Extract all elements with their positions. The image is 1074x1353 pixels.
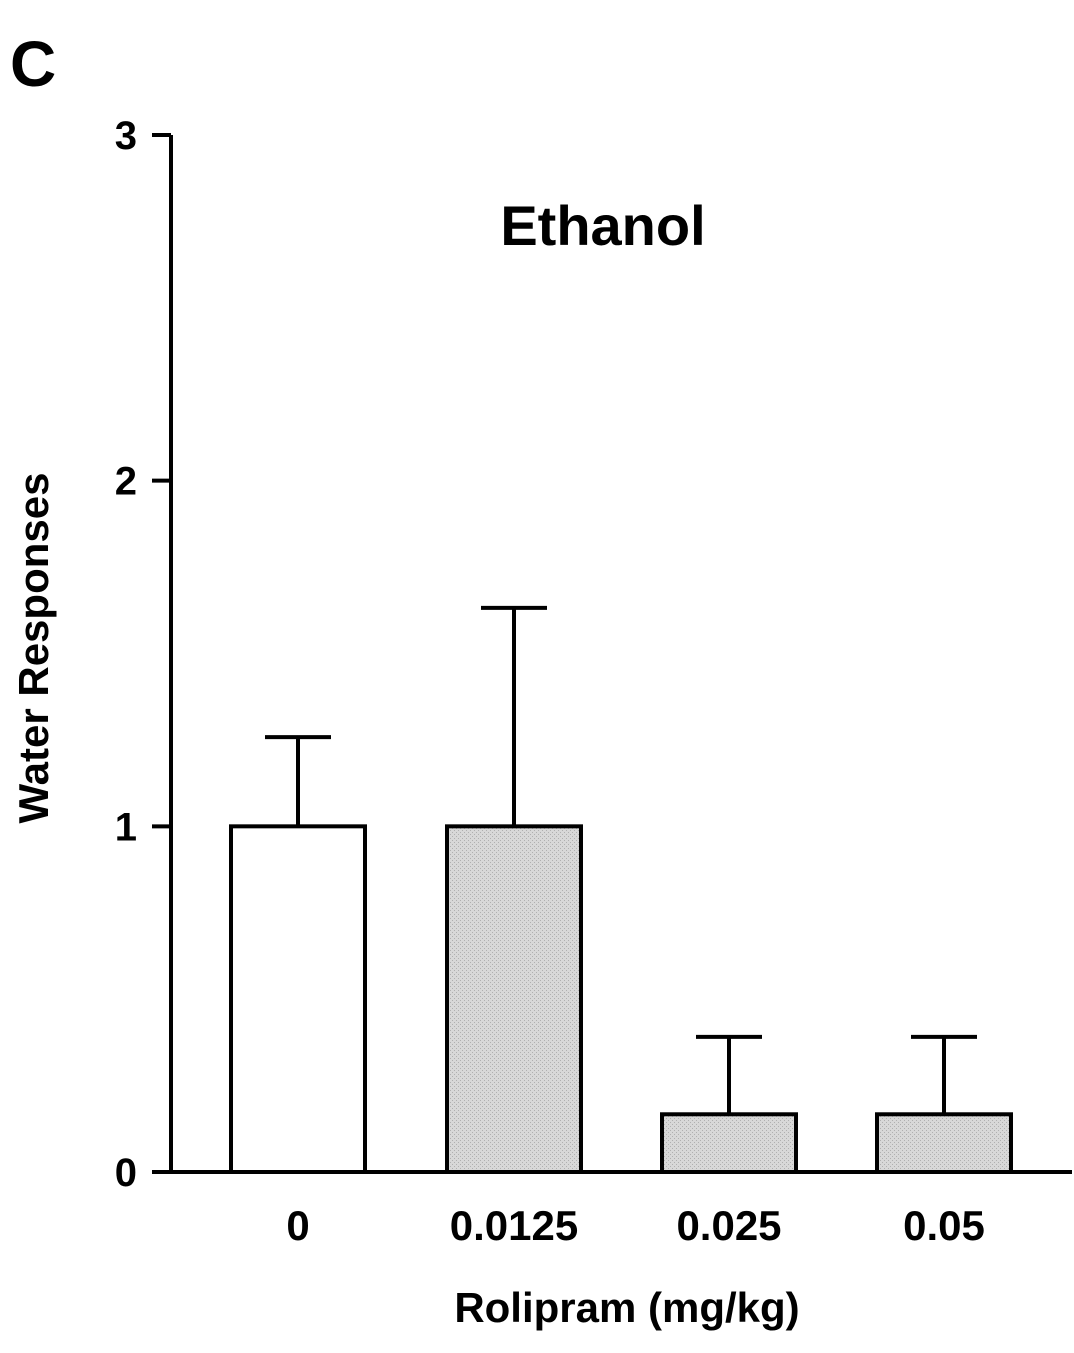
y-axis-ticks: 0 1 2 3 <box>115 114 171 1195</box>
x-axis-tick-labels: 0 0.0125 0.025 0.05 <box>286 1202 985 1249</box>
y-tick-label: 2 <box>115 460 137 504</box>
y-tick-label: 0 <box>115 1151 137 1195</box>
error-bars <box>265 605 977 1115</box>
x-tick-label: 0.0125 <box>450 1202 578 1249</box>
bar <box>445 824 583 1174</box>
x-tick-label: 0.025 <box>676 1202 781 1249</box>
bars <box>229 824 1013 1175</box>
bar <box>875 1112 1013 1175</box>
bar <box>660 1112 798 1175</box>
x-tick-label: 0 <box>286 1202 309 1249</box>
chart-title: Ethanol <box>500 194 705 257</box>
y-axis-label: Water Responses <box>10 473 57 824</box>
panel-label: C <box>10 28 56 100</box>
y-tick-label: 1 <box>115 805 137 849</box>
x-axis-label: Rolipram (mg/kg) <box>454 1284 799 1331</box>
y-tick-label: 3 <box>115 114 137 158</box>
x-tick-label: 0.05 <box>903 1202 985 1249</box>
bar <box>229 824 367 1174</box>
